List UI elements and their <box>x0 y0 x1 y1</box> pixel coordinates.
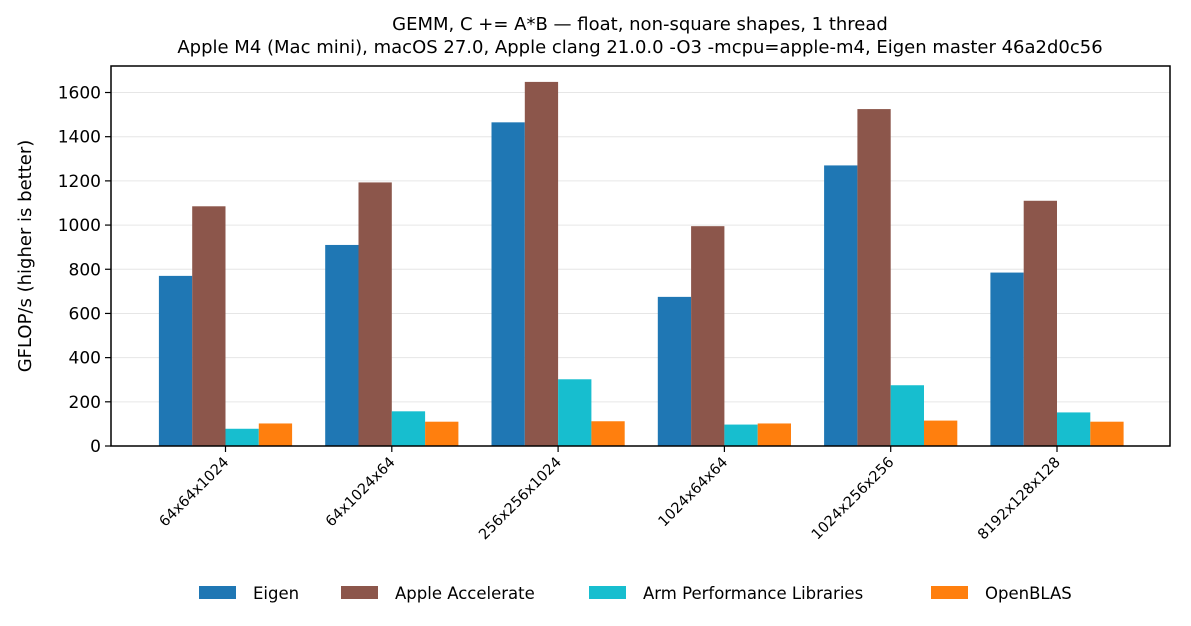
bar <box>225 428 259 446</box>
bar <box>192 206 226 446</box>
bar <box>691 226 725 446</box>
x-tick-label: 1024x64x64 <box>656 455 732 531</box>
bar <box>425 421 459 446</box>
y-tick-label: 400 <box>69 349 101 369</box>
legend-swatch <box>341 586 378 599</box>
y-tick-label: 1200 <box>58 172 101 192</box>
plot-frame <box>110 65 1171 447</box>
bar <box>158 275 193 446</box>
x-tick-label: 8192x128x128 <box>975 455 1064 544</box>
bar <box>1057 412 1091 446</box>
bar <box>591 421 625 446</box>
legend-swatch <box>931 586 968 599</box>
bar <box>491 122 525 446</box>
bar <box>1090 421 1124 446</box>
y-tick-label: 1400 <box>58 128 101 148</box>
y-tick-label: 600 <box>69 304 101 324</box>
y-tick-label: 800 <box>69 260 101 280</box>
y-tick-label: 0 <box>90 437 101 457</box>
chart-subtitle: Apple M4 (Mac mini), macOS 27.0, Apple c… <box>177 37 1102 58</box>
legend-swatch <box>199 586 236 599</box>
bar <box>524 81 559 446</box>
bar <box>824 165 858 446</box>
bar <box>657 296 692 446</box>
y-axis-ticks: 0 200 400 600 800 1000 1200 1400 1600 <box>58 84 111 457</box>
legend-label: Apple Accelerate <box>395 584 535 603</box>
x-tick-label: 64x1024x64 <box>323 455 399 531</box>
bar <box>558 379 592 446</box>
bar <box>724 424 758 446</box>
legend-label: Arm Performance Libraries <box>643 584 863 603</box>
bar <box>358 182 392 446</box>
bar <box>1023 200 1057 446</box>
x-tick-label: 64x64x1024 <box>157 455 233 531</box>
bar <box>258 423 293 446</box>
bar <box>857 109 891 447</box>
chart-title: GEMM, C += A*B — float, non-square shape… <box>392 14 888 35</box>
bar <box>757 423 791 446</box>
bar <box>990 272 1024 446</box>
legend-label: OpenBLAS <box>985 584 1072 603</box>
legend-label: Eigen <box>253 584 299 603</box>
y-axis-label: GFLOP/s (higher is better) <box>15 140 36 373</box>
legend-swatch <box>589 586 626 599</box>
x-tick-label: 256x256x1024 <box>476 455 565 544</box>
y-gridlines <box>111 92 1170 447</box>
y-tick-label: 1600 <box>58 84 101 104</box>
bar <box>325 244 359 446</box>
x-axis-ticks: 64x64x1024 64x1024x64 256x256x1024 1024x64x… <box>157 446 1064 543</box>
bar <box>890 385 924 446</box>
y-tick-label: 200 <box>69 393 101 413</box>
bars <box>158 81 1124 447</box>
bar <box>391 411 426 446</box>
y-tick-label: 1000 <box>58 216 101 236</box>
legend: Eigen Apple Accelerate Arm Performance Lib… <box>199 584 1072 603</box>
x-tick-label: 1024x256x256 <box>809 455 898 544</box>
bar <box>924 420 958 446</box>
